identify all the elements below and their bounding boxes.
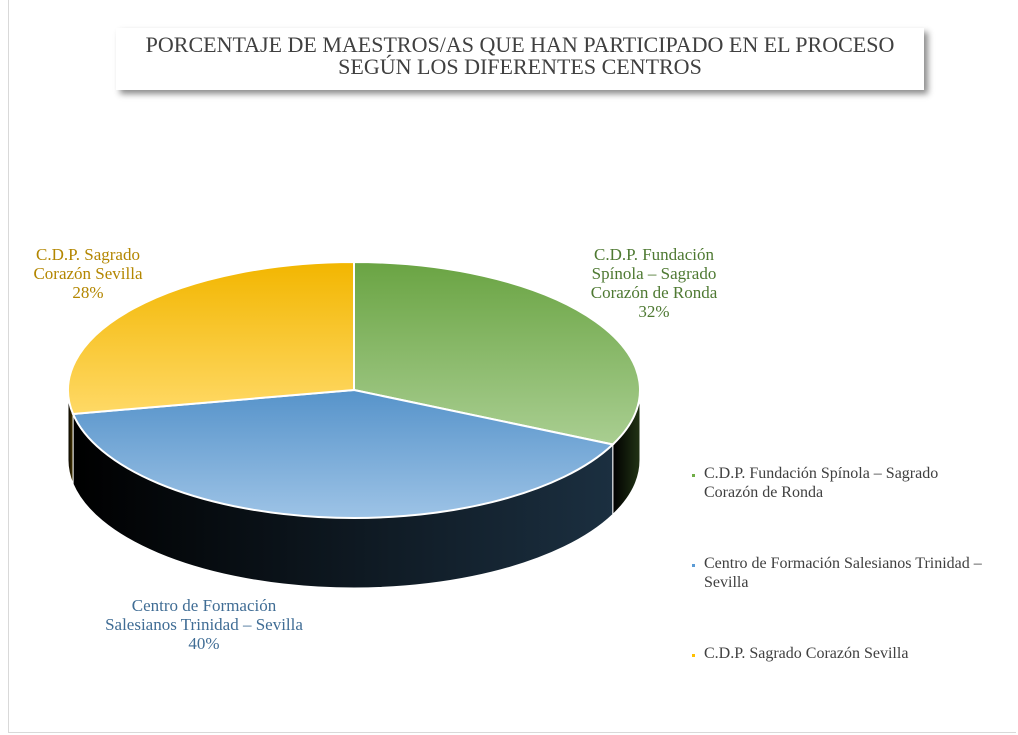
legend-entry: C.D.P. Fundación Spínola – Sagrado Coraz… — [704, 465, 939, 501]
pie-slice — [353, 260, 641, 446]
data-label: C.D.P. Sagrado Corazón Sevilla 28% — [8, 245, 168, 302]
data-label-category: C.D.P. Fundación Spínola – Sagrado Coraz… — [590, 245, 718, 302]
data-label-value: 32% — [638, 302, 670, 321]
data-label-category: C.D.P. Sagrado Corazón Sevilla — [33, 245, 143, 283]
data-label-category: Centro de Formación Salesianos Trinidad … — [105, 596, 303, 634]
legend-entry: C.D.P. Sagrado Corazón Sevilla — [704, 645, 909, 662]
data-label: Centro de Formación Salesianos Trinidad … — [94, 596, 314, 653]
legend-marker — [692, 654, 695, 657]
pie-slice — [71, 388, 615, 519]
legend-marker — [692, 474, 695, 477]
data-label-value: 40% — [188, 634, 220, 653]
legend-entry: Centro de Formación Salesianos Trinidad … — [704, 555, 982, 591]
pie-slice — [67, 260, 355, 416]
chart-title: PORCENTAJE DE MAESTROS/AS QUE HAN PARTIC… — [116, 28, 924, 90]
legend-marker — [692, 564, 695, 567]
chart-frame — [8, 0, 1016, 733]
data-label: C.D.P. Fundación Spínola – Sagrado Coraz… — [574, 245, 734, 321]
data-label-value: 28% — [72, 283, 104, 302]
